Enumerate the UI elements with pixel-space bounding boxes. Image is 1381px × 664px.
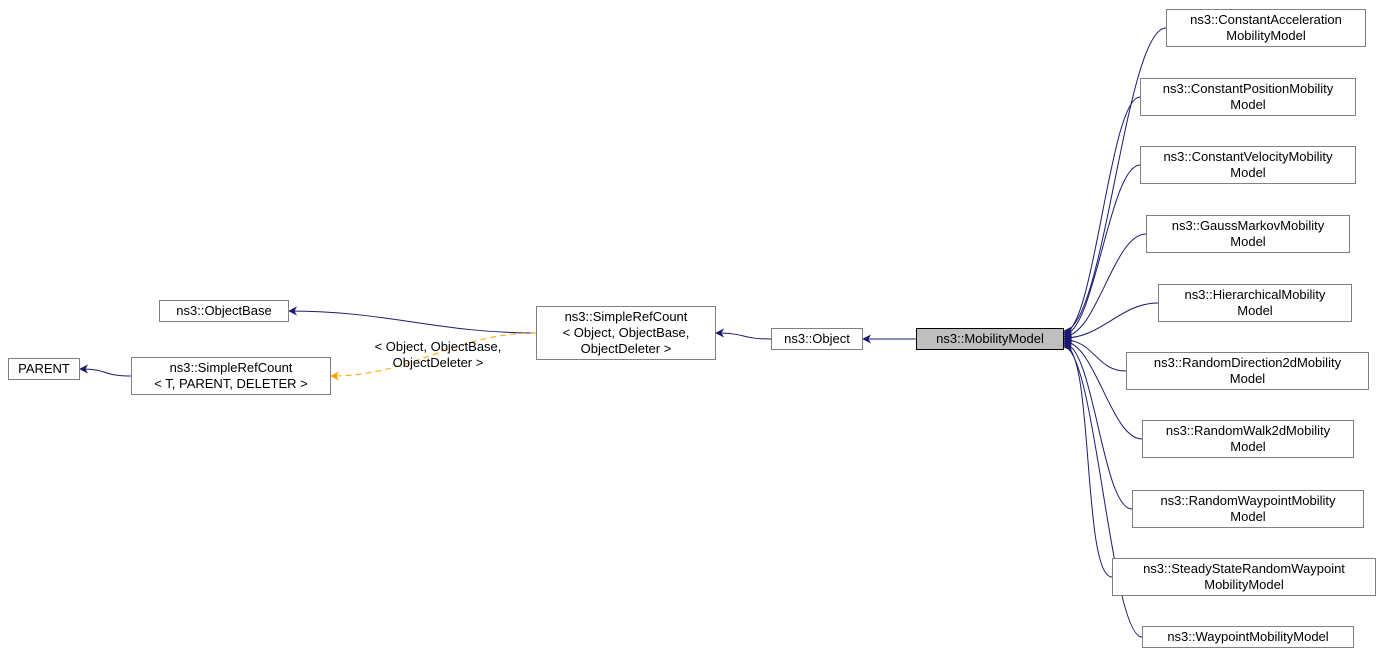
edge-d_constvel-to-mobility	[1064, 165, 1140, 335]
node-label: PARENT	[18, 361, 70, 377]
node-d_gauss[interactable]: ns3::GaussMarkovMobility Model	[1146, 215, 1350, 253]
diagram-canvas: PARENT ns3::SimpleRefCount < T, PARENT, D…	[0, 0, 1381, 664]
node-label: ns3::ConstantAcceleration MobilityModel	[1190, 12, 1342, 45]
node-d_constvel[interactable]: ns3::ConstantVelocityMobility Model	[1140, 146, 1356, 184]
node-d_randwalk[interactable]: ns3::RandomWalk2dMobility Model	[1142, 420, 1354, 458]
node-label: ns3::HierarchicalMobility Model	[1185, 287, 1326, 320]
node-label: ns3::ConstantVelocityMobility Model	[1163, 149, 1332, 182]
node-d_constpos[interactable]: ns3::ConstantPositionMobility Model	[1140, 78, 1356, 116]
edge-d_hier-to-mobility	[1064, 303, 1158, 338]
node-d_constaccel[interactable]: ns3::ConstantAcceleration MobilityModel	[1166, 9, 1366, 47]
node-label: ns3::RandomWalk2dMobility Model	[1166, 423, 1330, 456]
node-d_waypoint[interactable]: ns3::WaypointMobilityModel	[1142, 626, 1354, 648]
node-object[interactable]: ns3::Object	[771, 328, 863, 350]
node-label: ns3::RandomDirection2dMobility Model	[1154, 355, 1341, 388]
node-label: ns3::Object	[784, 331, 850, 347]
node-label: ns3::ObjectBase	[176, 303, 271, 319]
edge-d_randdir-to-mobility	[1064, 340, 1126, 371]
node-d_randway[interactable]: ns3::RandomWaypointMobility Model	[1132, 490, 1364, 528]
node-objectbase[interactable]: ns3::ObjectBase	[159, 300, 289, 322]
node-label: ns3::SteadyStateRandomWaypoint MobilityM…	[1143, 561, 1345, 594]
edge-d_constpos-to-mobility	[1064, 97, 1140, 333]
node-d_randdir[interactable]: ns3::RandomDirection2dMobility Model	[1126, 352, 1369, 390]
node-src_template[interactable]: ns3::SimpleRefCount < T, PARENT, DELETER…	[131, 357, 331, 395]
node-label: ns3::WaypointMobilityModel	[1167, 629, 1328, 645]
edge-src_obj-to-objectbase	[289, 311, 536, 333]
node-label: ns3::MobilityModel	[936, 331, 1044, 347]
node-label: ns3::SimpleRefCount < T, PARENT, DELETER…	[154, 360, 307, 393]
node-mobility[interactable]: ns3::MobilityModel	[916, 328, 1064, 350]
node-label: ns3::SimpleRefCount < Object, ObjectBase…	[563, 309, 690, 358]
node-label: ns3::GaussMarkovMobility Model	[1172, 218, 1324, 251]
node-parent[interactable]: PARENT	[8, 358, 80, 380]
edge-label-src_obj-to-src_template: < Object, ObjectBase, ObjectDeleter >	[353, 339, 523, 372]
edge-src_obj-to-src_template	[331, 333, 536, 376]
edge-object-to-src_obj	[716, 333, 771, 339]
edge-d_randway-to-mobility	[1064, 343, 1132, 509]
node-src_obj[interactable]: ns3::SimpleRefCount < Object, ObjectBase…	[536, 306, 716, 360]
edge-src_template-to-parent	[80, 369, 131, 376]
node-label: ns3::ConstantPositionMobility Model	[1163, 81, 1334, 114]
edge-d_steady-to-mobility	[1064, 345, 1112, 577]
node-d_steady[interactable]: ns3::SteadyStateRandomWaypoint MobilityM…	[1112, 558, 1376, 596]
node-d_hier[interactable]: ns3::HierarchicalMobility Model	[1158, 284, 1352, 322]
node-label: ns3::RandomWaypointMobility Model	[1160, 493, 1335, 526]
edge-d_gauss-to-mobility	[1064, 234, 1146, 336]
